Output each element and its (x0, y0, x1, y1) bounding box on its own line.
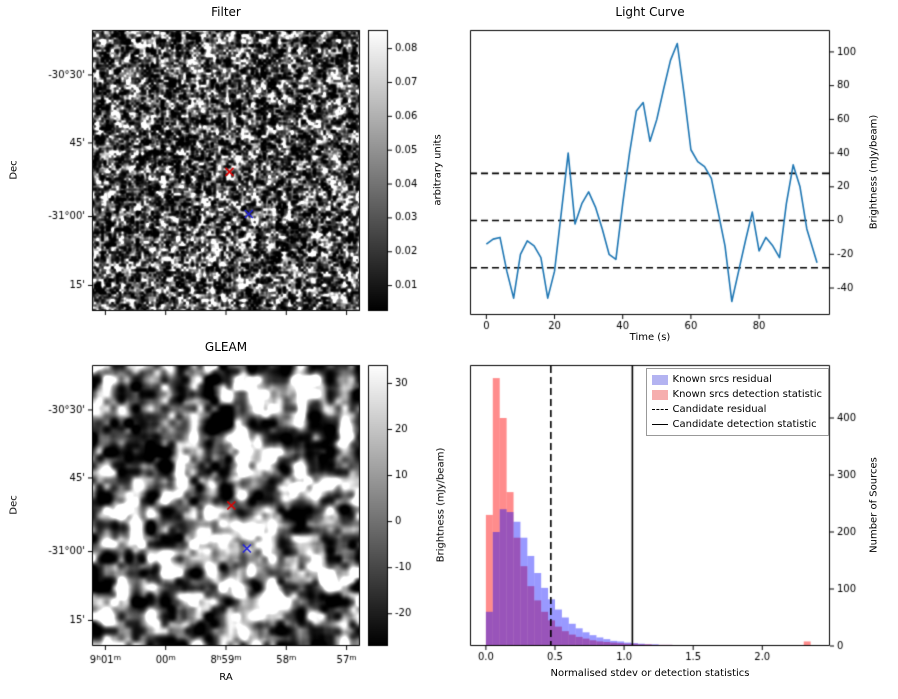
legend-dashed-line-icon (651, 409, 668, 410)
gleam-colorbar-label: Brightness (mJy/beam) (435, 447, 447, 563)
legend-patch-red-icon (651, 389, 668, 400)
legend-label: Candidate detection statistic (672, 419, 817, 430)
lightcurve-title: Light Curve (615, 5, 685, 19)
legend-patch-blue-icon (651, 374, 668, 385)
legend-solid-line-icon (651, 424, 668, 425)
legend-label: Known srcs residual (672, 374, 772, 385)
filter-dec-label: Dec (8, 160, 20, 180)
legend-item-known-detection: Known srcs detection statistic (651, 387, 822, 402)
lightcurve-xlabel: Time (s) (629, 332, 671, 343)
histogram-legend: Known srcs residual Known srcs detection… (645, 368, 829, 436)
gleam-title: GLEAM (204, 340, 248, 354)
gleam-xlabel: RA (219, 672, 233, 683)
legend-item-candidate-residual: Candidate residual (651, 402, 822, 417)
filter-title: Filter (211, 5, 241, 19)
legend-item-candidate-detection: Candidate detection statistic (651, 417, 822, 432)
gleam-dec-label: Dec (8, 495, 20, 515)
legend-item-known-residual: Known srcs residual (651, 372, 822, 387)
filter-colorbar-label: arbitrary units (432, 134, 444, 206)
lightcurve-ylabel: Brightness (mJy/beam) (868, 114, 880, 230)
legend-label: Candidate residual (672, 404, 767, 415)
legend-label: Known srcs detection statistic (672, 389, 822, 400)
histogram-xlabel: Normalised stdev or detection statistics (550, 668, 750, 679)
histogram-ylabel: Number of Sources (868, 457, 880, 553)
